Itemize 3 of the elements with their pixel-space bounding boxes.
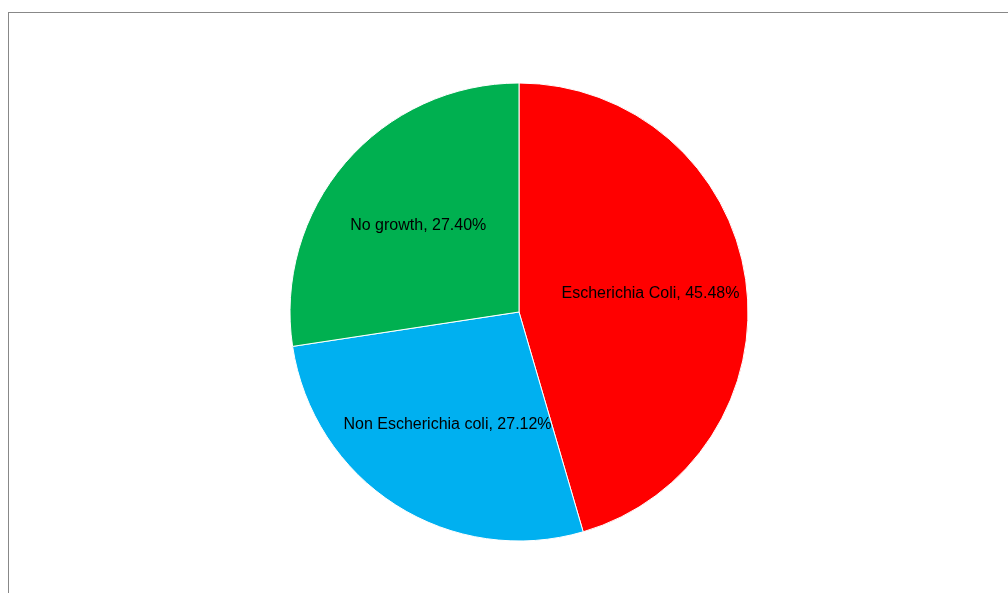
slice-label: No growth, 27.40% xyxy=(350,215,487,236)
slice-label: Escherichia Coli, 45.48% xyxy=(561,283,740,304)
slice-label: Non Escherichia coli, 27.12% xyxy=(343,413,552,434)
